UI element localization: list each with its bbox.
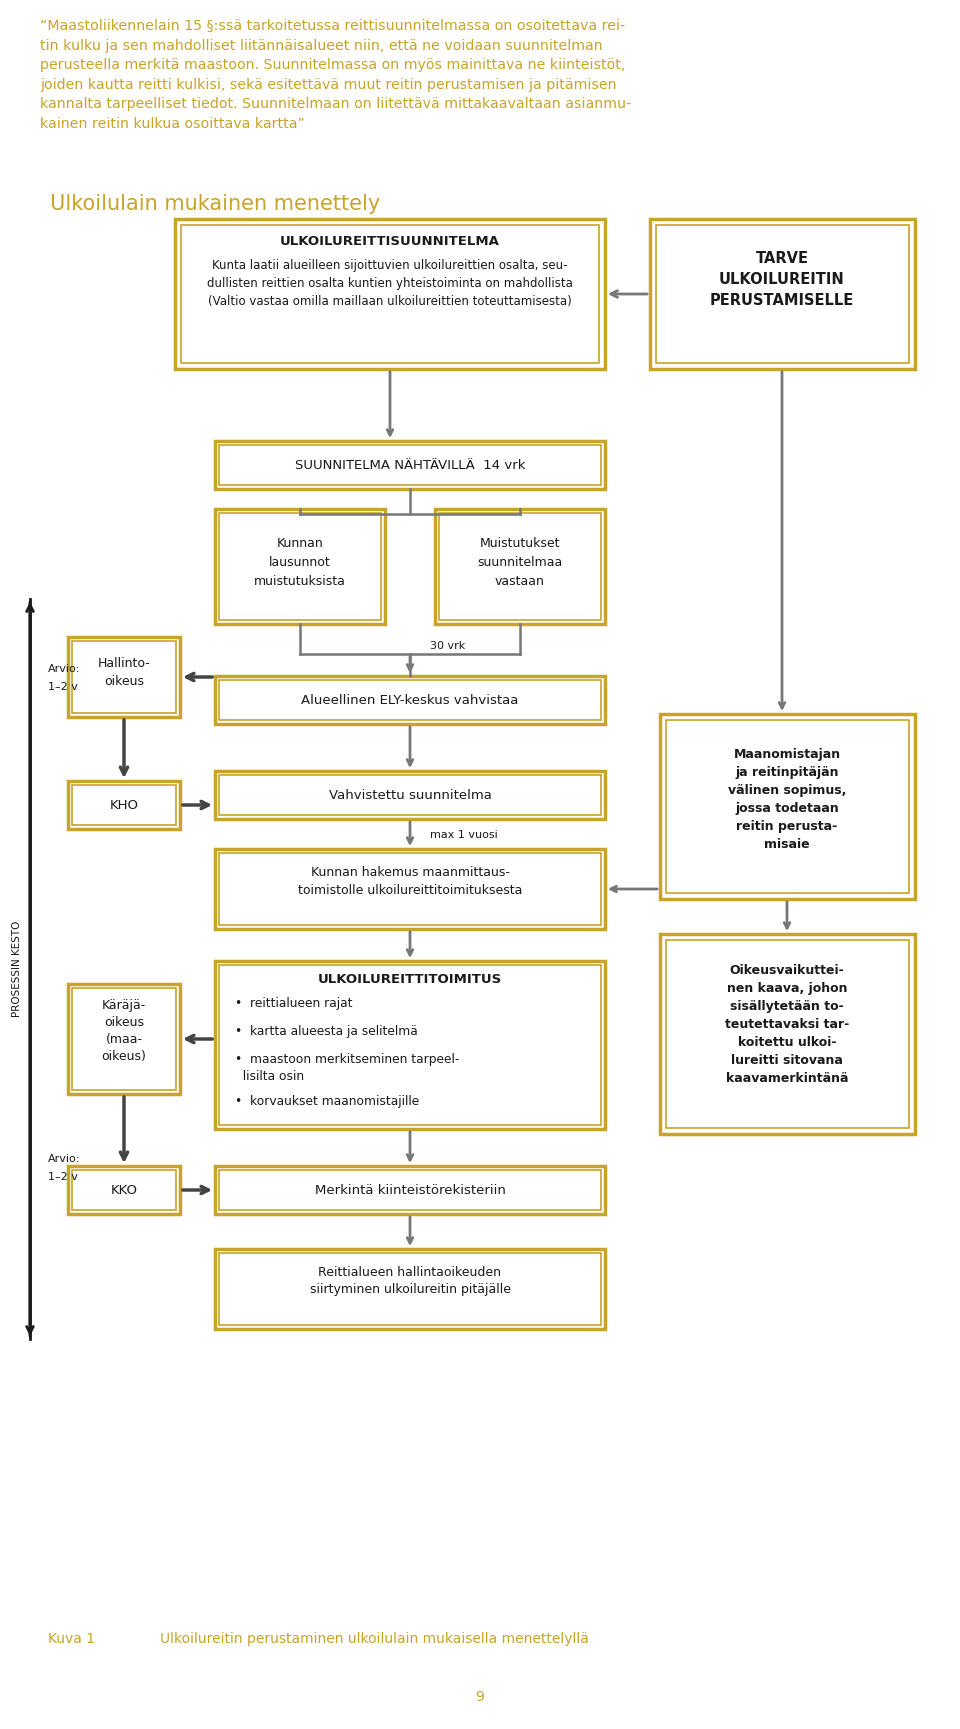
- Text: “Maastoliikennelain 15 §:ssä tarkoitetussa reittisuunnitelmassa on osoitettava r: “Maastoliikennelain 15 §:ssä tarkoitetus…: [40, 19, 632, 130]
- Text: Kunnan
lausunnot
muistutuksista: Kunnan lausunnot muistutuksista: [254, 536, 346, 588]
- Bar: [215, 1165, 605, 1214]
- Text: Ulkoilulain mukainen menettely: Ulkoilulain mukainen menettely: [50, 194, 380, 214]
- Bar: [215, 961, 605, 1129]
- Bar: [68, 984, 180, 1094]
- Text: KHO: KHO: [109, 799, 138, 811]
- Bar: [181, 225, 599, 363]
- Text: Kunnan hakemus maanmittaus-
toimistolle ulkoilureittitoimituksesta: Kunnan hakemus maanmittaus- toimistolle …: [298, 866, 522, 897]
- Text: 9: 9: [475, 1689, 485, 1705]
- Text: 1–2 v: 1–2 v: [48, 1172, 78, 1183]
- Bar: [72, 987, 176, 1089]
- Text: •  reittialueen rajat: • reittialueen rajat: [235, 998, 352, 1010]
- Bar: [72, 785, 176, 825]
- Text: Arvio:: Arvio:: [48, 664, 81, 674]
- Text: 30 vrk: 30 vrk: [430, 641, 466, 652]
- Bar: [175, 220, 605, 368]
- Bar: [219, 444, 601, 486]
- Bar: [660, 934, 915, 1134]
- Text: Reittialueen hallintaoikeuden
siirtyminen ulkoilureitin pitäjälle: Reittialueen hallintaoikeuden siirtymine…: [309, 1266, 511, 1297]
- Bar: [215, 849, 605, 928]
- Text: Vahvistettu suunnitelma: Vahvistettu suunnitelma: [328, 788, 492, 802]
- Text: ULKOILUREITTITOIMITUS: ULKOILUREITTITOIMITUS: [318, 972, 502, 986]
- Text: Oikeusvaikuttei-
nen kaava, johon
sisällytetään to-
teutettavaksi tar-
koitettu : Oikeusvaikuttei- nen kaava, johon sisäll…: [725, 963, 850, 1084]
- Bar: [215, 508, 385, 624]
- Bar: [72, 1171, 176, 1210]
- Text: max 1 vuosi: max 1 vuosi: [430, 830, 497, 840]
- Text: •  korvaukset maanomistajille: • korvaukset maanomistajille: [235, 1094, 420, 1108]
- Text: Alueellinen ELY-keskus vahvistaa: Alueellinen ELY-keskus vahvistaa: [301, 693, 518, 707]
- Text: •  kartta alueesta ja selitelmä: • kartta alueesta ja selitelmä: [235, 1025, 418, 1037]
- Bar: [666, 941, 909, 1127]
- Bar: [68, 782, 180, 828]
- Bar: [68, 636, 180, 718]
- Bar: [219, 965, 601, 1126]
- Bar: [219, 514, 381, 621]
- Text: Arvio:: Arvio:: [48, 1153, 81, 1164]
- Text: 1–2 v: 1–2 v: [48, 681, 78, 692]
- Text: •  maastoon merkitseminen tarpeel-
  lisilta osin: • maastoon merkitseminen tarpeel- lisilt…: [235, 1053, 460, 1082]
- Bar: [219, 1254, 601, 1324]
- Bar: [439, 514, 601, 621]
- Bar: [219, 1171, 601, 1210]
- Bar: [72, 641, 176, 712]
- Text: Kuva 1: Kuva 1: [48, 1632, 95, 1646]
- Text: KKO: KKO: [110, 1183, 137, 1196]
- Text: Hallinto-
oikeus: Hallinto- oikeus: [98, 657, 151, 688]
- Text: ULKOILUREITTISUUNNITELMA: ULKOILUREITTISUUNNITELMA: [280, 235, 500, 247]
- Bar: [68, 1165, 180, 1214]
- Bar: [435, 508, 605, 624]
- Bar: [219, 679, 601, 719]
- Bar: [656, 225, 909, 363]
- Text: Käräjä-
oikeus
(maa-
oikeus): Käräjä- oikeus (maa- oikeus): [102, 999, 147, 1063]
- Text: SUUNNITELMA NÄHTÄVILLÄ  14 vrk: SUUNNITELMA NÄHTÄVILLÄ 14 vrk: [295, 458, 525, 472]
- Text: Merkintä kiinteistörekisteriin: Merkintä kiinteistörekisteriin: [315, 1183, 505, 1196]
- Text: Ulkoilureitin perustaminen ulkoilulain mukaisella menettelyllä: Ulkoilureitin perustaminen ulkoilulain m…: [160, 1632, 588, 1646]
- Bar: [215, 676, 605, 724]
- Bar: [215, 441, 605, 489]
- Bar: [219, 775, 601, 814]
- Text: Maanomistajan
ja reitinpitäjän
välinen sopimus,
jossa todetaan
reitin perusta-
m: Maanomistajan ja reitinpitäjän välinen s…: [728, 747, 846, 851]
- Bar: [219, 852, 601, 925]
- Bar: [650, 220, 915, 368]
- Text: PROSESSIN KESTO: PROSESSIN KESTO: [12, 922, 22, 1017]
- Bar: [215, 1248, 605, 1330]
- Text: TARVE
ULKOILUREITIN
PERUSTAMISELLE: TARVE ULKOILUREITIN PERUSTAMISELLE: [709, 251, 854, 308]
- Text: Muistutukset
suunnitelmaa
vastaan: Muistutukset suunnitelmaa vastaan: [477, 536, 563, 588]
- Bar: [666, 719, 909, 892]
- Bar: [660, 714, 915, 899]
- Bar: [215, 771, 605, 820]
- Text: Kunta laatii alueilleen sijoittuvien ulkoilureittien osalta, seu-
dullisten reit: Kunta laatii alueilleen sijoittuvien ulk…: [207, 259, 573, 308]
